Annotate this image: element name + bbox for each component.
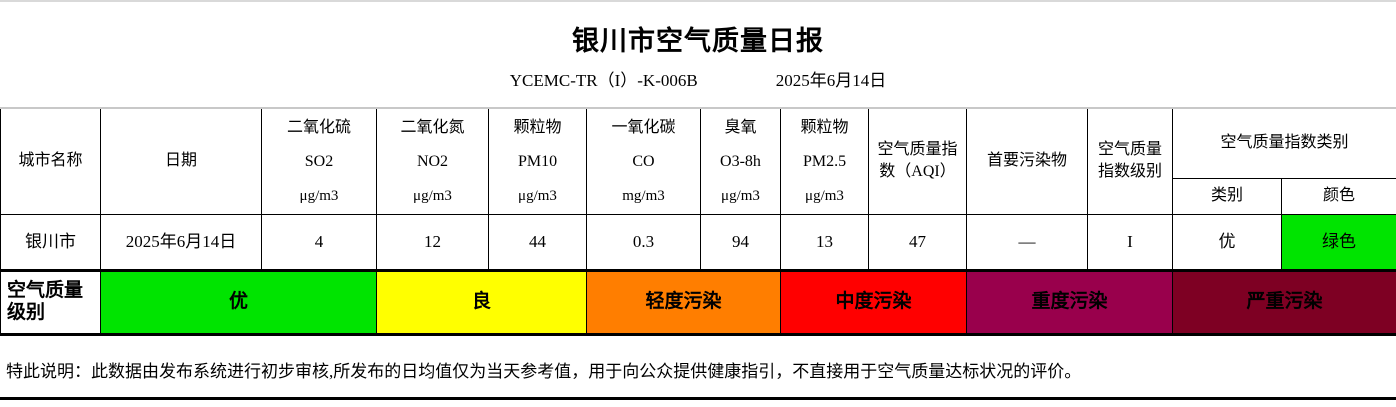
cell-level: I (1087, 213, 1173, 271)
pm25-unit: μg/m3 (805, 188, 844, 205)
legend-item-severe-pollution: 严重污染 (1171, 268, 1396, 336)
cell-no2: 12 (376, 213, 489, 271)
pm25-name: 颗粒物 (800, 119, 849, 137)
cell-so2: 4 (261, 213, 377, 271)
so2-formula: SO2 (304, 153, 334, 171)
header-pm10: 颗粒物 PM10 μg/m3 (488, 107, 587, 215)
header-date: 日期 (100, 107, 262, 215)
header-city-name: 城市名称 (0, 107, 101, 215)
no2-name: 二氧化氮 (400, 119, 465, 137)
pm10-unit: μg/m3 (518, 188, 557, 205)
legend-item-light-pollution: 轻度污染 (586, 268, 781, 336)
header-pm25: 颗粒物 PM2.5 μg/m3 (780, 107, 869, 215)
legend-item-moderate-pollution: 中度污染 (780, 268, 967, 336)
header-primary-pollutant: 首要污染物 (966, 107, 1088, 215)
no2-formula: NO2 (416, 153, 449, 171)
legend-item-heavy-pollution: 重度污染 (966, 268, 1173, 336)
header-co: 一氧化碳 CO mg/m3 (586, 107, 701, 215)
o3-unit: μg/m3 (721, 188, 760, 205)
report-code: YCEMC-TR（I）-K-006B (509, 71, 698, 90)
pm10-formula: PM10 (517, 153, 558, 171)
header-no2: 二氧化氮 NO2 μg/m3 (376, 107, 489, 215)
co-name: 一氧化碳 (611, 119, 676, 137)
table-subheader-row: 类别 颜色 (1, 177, 1396, 215)
page-title: 银川市空气质量日报 (572, 26, 824, 56)
footer-note: 特此说明：此数据由发布系统进行初步审核,所发布的日均值仅为当天参考值，用于向公众… (0, 336, 1396, 400)
legend-item-excellent: 优 (100, 268, 377, 336)
no2-unit: μg/m3 (413, 188, 452, 205)
header-category: 类别 (1172, 177, 1282, 215)
cell-pm25: 13 (780, 213, 869, 271)
cell-co: 0.3 (586, 213, 701, 271)
cell-pm10: 44 (488, 213, 587, 271)
pm10-name: 颗粒物 (513, 119, 562, 137)
cell-city: 银川市 (0, 213, 101, 271)
header-aqi-category-group: 空气质量指数类别 (1171, 107, 1396, 179)
co-formula: CO (632, 153, 655, 171)
cell-color-swatch: 绿色 (1280, 213, 1396, 271)
so2-unit: μg/m3 (299, 188, 339, 205)
header-o3: 臭氧 O3-8h μg/m3 (700, 107, 781, 215)
o3-name: 臭氧 (724, 119, 757, 137)
co-unit: mg/m3 (622, 188, 665, 205)
header-so2: 二氧化硫 SO2 μg/m3 (261, 107, 377, 215)
legend-item-good: 良 (376, 268, 587, 336)
table-row: 银川市 2025年6月14日 4 12 44 0.3 94 13 47 — I … (0, 213, 1396, 271)
report-date: 2025年6月14日 (775, 71, 887, 90)
cell-primary-pollutant: — (966, 213, 1088, 271)
cell-category: 优 (1172, 213, 1282, 271)
report-subtitle: YCEMC-TR（I）-K-006B 2025年6月14日 (0, 71, 1396, 90)
o3-formula: O3-8h (720, 153, 761, 171)
air-quality-table: 城市名称 日期 二氧化硫 SO2 μg/m3 二氧化氮 NO2 μg/m3 颗粒… (0, 107, 1396, 336)
table-header-row: 城市名称 日期 二氧化硫 SO2 μg/m3 二氧化氮 NO2 μg/m3 颗粒… (0, 107, 1396, 215)
header-aqi: 空气质量指数（AQI） (868, 107, 967, 215)
cell-date: 2025年6月14日 (100, 213, 262, 271)
legend-label: 空气质量级别 (0, 268, 101, 336)
so2-name: 二氧化硫 (286, 119, 351, 137)
header-color: 颜色 (1280, 177, 1396, 215)
header-aqi-level: 空气质量指数级别 (1087, 107, 1173, 215)
pm25-formula: PM2.5 (802, 153, 847, 171)
cell-aqi: 47 (868, 213, 967, 271)
cell-o3: 94 (700, 213, 781, 271)
aqi-legend-row: 空气质量级别 优 良 轻度污染 中度污染 重度污染 严重污染 (0, 268, 1396, 336)
